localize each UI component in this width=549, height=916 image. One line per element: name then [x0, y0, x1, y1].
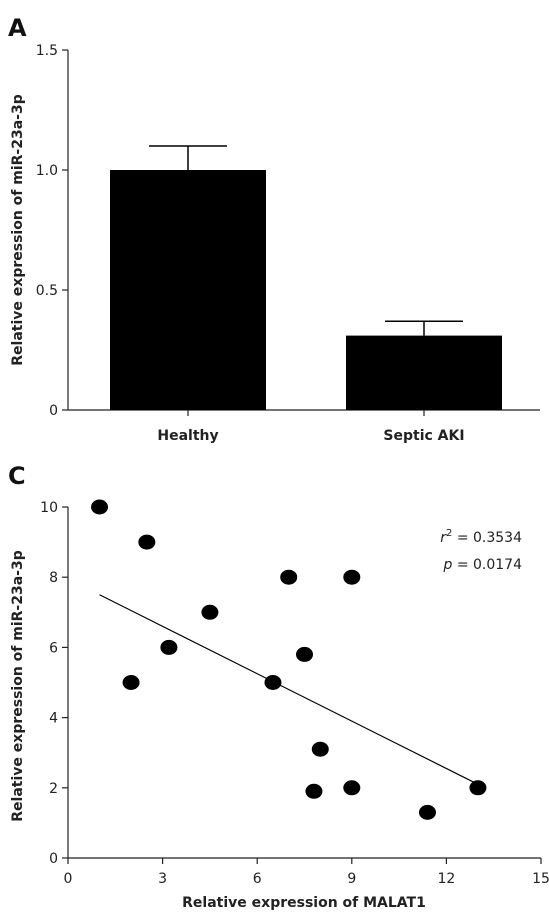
- scatter-point: [469, 780, 487, 796]
- panel-c-x-tick-label: 6: [253, 871, 262, 887]
- scatter-point: [138, 534, 156, 550]
- panel-c-y-tick-label: 6: [49, 640, 58, 656]
- panel-c-x-tick-label: 9: [347, 871, 356, 887]
- scatter-point: [343, 569, 361, 585]
- panel-a-axes: 0 0.5 1.0 1.5 Healthy Septic AKI: [36, 43, 540, 444]
- panel-a-bars: [110, 145, 502, 410]
- bar-healthy: [110, 170, 266, 410]
- panel-c-label: C: [8, 462, 26, 490]
- panel-c-x-tick-label: 12: [437, 871, 455, 887]
- panel-a: A Relative expression of miR-23a-3p 0 0.5…: [8, 14, 540, 444]
- panel-a-y-tick-label: 0: [49, 403, 58, 419]
- scatter-point: [418, 804, 436, 820]
- scatter-point: [91, 499, 109, 515]
- p-value-annotation: p = 0.0174: [442, 557, 522, 573]
- scatter-point: [264, 675, 282, 690]
- panel-c: C Relative expression of miR-23a-3p Rela…: [8, 462, 549, 911]
- panel-a-y-tick-label: 1.5: [36, 43, 58, 59]
- panel-c-axes: 0 2 4 6 8 10 0 3 6 9 12 15: [40, 500, 549, 887]
- panel-a-y-tick-label: 1.0: [36, 163, 58, 179]
- panel-c-y-tick-label: 0: [49, 851, 58, 867]
- scatter-point: [122, 675, 140, 690]
- panel-a-y-tick-label: 0.5: [36, 283, 58, 299]
- panel-c-y-tick-label: 10: [40, 500, 58, 516]
- panel-c-y-tick-label: 2: [49, 781, 58, 797]
- panel-c-points: [91, 499, 487, 820]
- panel-c-y-tick-label: 4: [49, 711, 58, 727]
- panel-c-x-tick-label: 0: [64, 871, 73, 887]
- panel-a-y-axis-label: Relative expression of miR-23a-3p: [10, 94, 26, 365]
- scatter-point: [305, 783, 323, 799]
- panel-c-x-axis-label: Relative expression of MALAT1: [182, 895, 426, 911]
- panel-c-y-axis-label: Relative expression of miR-23a-3p: [10, 550, 26, 821]
- scatter-point: [296, 646, 313, 662]
- scatter-point: [201, 604, 219, 620]
- p-value: = 0.0174: [452, 557, 522, 573]
- scatter-point: [280, 569, 298, 585]
- panel-c-x-tick-label: 15: [532, 871, 549, 887]
- scatter-point: [343, 780, 361, 796]
- r-value: = 0.3534: [452, 530, 522, 546]
- panel-c-y-tick-label: 8: [49, 570, 58, 586]
- panel-a-label: A: [8, 14, 27, 42]
- r-superscript: 2: [446, 528, 452, 539]
- panel-a-category-label: Healthy: [157, 428, 218, 444]
- p-symbol: p: [442, 557, 452, 573]
- scatter-point: [311, 741, 329, 757]
- scatter-point: [160, 639, 178, 655]
- regression-line: [99, 594, 479, 785]
- panel-c-x-tick-label: 3: [158, 871, 167, 887]
- r-squared-annotation: r2 = 0.3534: [440, 528, 522, 546]
- r-symbol: r: [440, 530, 447, 546]
- bar-septic-aki: [346, 335, 502, 410]
- panel-a-category-label: Septic AKI: [383, 428, 464, 444]
